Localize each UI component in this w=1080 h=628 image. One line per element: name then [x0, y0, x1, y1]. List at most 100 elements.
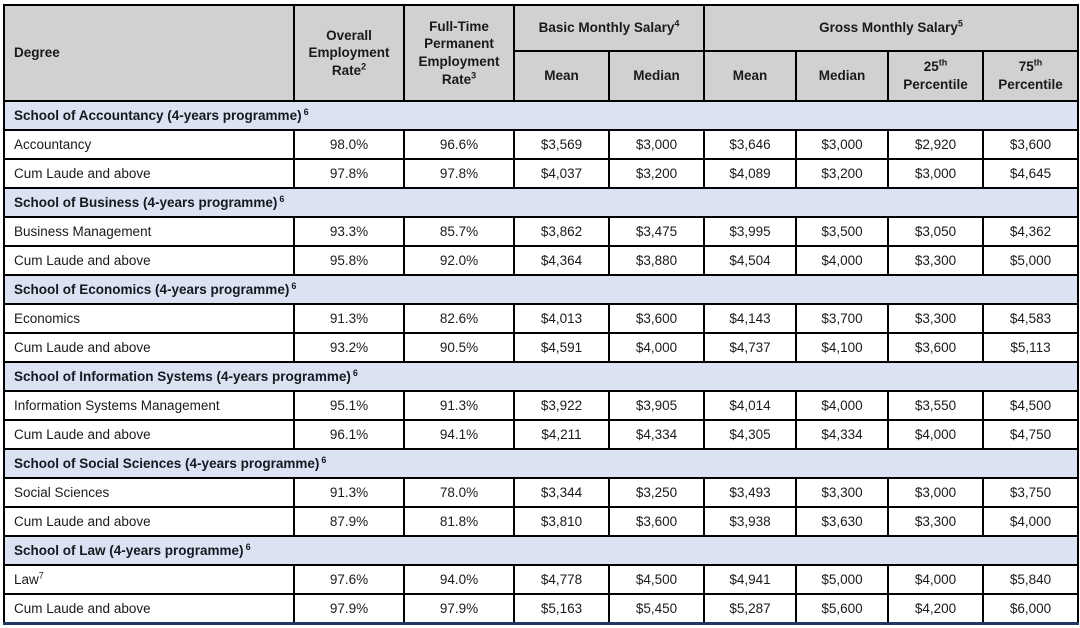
section-footnote-marker: 6 [279, 193, 285, 204]
table-row: Cum Laude and above 96.1% 94.1% $4,211 $… [3, 419, 1080, 450]
basic-mean-cell: $3,862 [513, 216, 610, 247]
degree-label: Business Management [14, 224, 152, 239]
gross-mean-cell: $4,014 [703, 390, 798, 421]
degree-cell: Cum Laude and above [3, 593, 295, 625]
degree-cell: Cum Laude and above [3, 332, 295, 363]
overall-employment-rate-cell: 87.9% [293, 506, 405, 537]
gross-75th-percentile-cell: $4,750 [982, 419, 1080, 450]
p75-ordinal-suffix: th [1033, 57, 1043, 68]
basic-mean-cell: $3,569 [513, 129, 610, 160]
header-group-row: Degree Overall Employment Rate2 Full-Tim… [3, 4, 1080, 102]
degree-label: Social Sciences [14, 485, 110, 500]
gross-75th-percentile-cell: $6,000 [982, 593, 1080, 625]
gross-mean-cell: $4,143 [703, 303, 798, 334]
table-row: Information Systems Management 95.1% 91.… [3, 390, 1080, 421]
employment-salary-table: Degree Overall Employment Rate2 Full-Tim… [2, 4, 1080, 625]
overall-employment-rate-cell: 97.6% [293, 564, 405, 595]
basic-mean-cell: $3,810 [513, 506, 610, 537]
section-footnote-marker: 6 [352, 367, 358, 378]
gross-25th-percentile-cell: $3,300 [887, 245, 985, 276]
basic-median-cell: $3,600 [607, 303, 706, 334]
gross-25th-percentile-cell: $4,000 [887, 419, 985, 450]
basic-mean-cell: $3,922 [513, 390, 610, 421]
header-sub-row: Mean Median Mean Median 25th Percentile 7… [4, 50, 1080, 102]
degree-footnote-marker: 7 [38, 570, 44, 581]
table-row: Cum Laude and above 95.8% 92.0% $4,364 $… [3, 245, 1080, 276]
basic-salary-group-label: Basic Monthly Salary [538, 20, 675, 36]
gross-25th-percentile-cell: $3,550 [887, 390, 985, 421]
column-header-degree: Degree [3, 4, 295, 102]
gross-median-cell: $4,000 [795, 245, 890, 276]
p75-number: 75 [1018, 59, 1034, 75]
section-header-row: School of Information Systems (4-years p… [2, 361, 1080, 392]
gross-median-cell: $3,700 [795, 303, 890, 334]
degree-label: Information Systems Management [14, 398, 220, 413]
gross-25th-percentile-cell: $3,000 [887, 477, 985, 508]
degree-label: Cum Laude and above [14, 427, 151, 442]
gross-mean-cell: $4,941 [703, 564, 798, 595]
degree-cell: Economics [3, 303, 295, 334]
column-header-gross-mean: Mean [703, 50, 798, 102]
fulltime-permanent-rate-cell: 92.0% [403, 245, 515, 276]
section-title: School of Business (4-years programme) [14, 195, 278, 210]
p75-percentile-word: Percentile [998, 77, 1063, 92]
basic-mean-cell: $4,364 [513, 245, 610, 276]
basic-median-cell: $4,000 [607, 332, 706, 363]
degree-cell: Cum Laude and above [3, 419, 295, 450]
gross-mean-cell: $4,737 [703, 332, 798, 363]
basic-median-cell: $3,475 [607, 216, 706, 247]
section-title: School of Law (4-years programme) [14, 543, 244, 558]
table-row: Cum Laude and above 87.9% 81.8% $3,810 $… [3, 506, 1080, 537]
fulltime-permanent-rate-cell: 97.8% [403, 158, 515, 189]
gross-75th-percentile-cell: $5,113 [982, 332, 1080, 363]
column-header-overall-employment-rate: Overall Employment Rate2 [293, 4, 405, 102]
gross-75th-percentile-cell: $4,000 [982, 506, 1080, 537]
gross-mean-cell: $4,089 [703, 158, 798, 189]
gross-25th-percentile-cell: $3,300 [887, 506, 985, 537]
basic-median-cell: $3,250 [607, 477, 706, 508]
gross-median-cell: $3,500 [795, 216, 890, 247]
degree-cell: Cum Laude and above [3, 158, 295, 189]
gross-median-cell: $3,000 [795, 129, 890, 160]
basic-mean-cell: $4,013 [513, 303, 610, 334]
basic-mean-cell: $4,591 [513, 332, 610, 363]
gross-median-cell: $4,000 [795, 390, 890, 421]
table-row: Business Management 93.3% 85.7% $3,862 $… [3, 216, 1080, 247]
gross-75th-percentile-cell: $4,362 [982, 216, 1080, 247]
fulltime-permanent-rate-cell: 97.9% [403, 593, 515, 625]
degree-label: Accountancy [14, 137, 92, 152]
overall-employment-rate-cell: 95.1% [293, 390, 405, 421]
gross-25th-percentile-cell: $3,300 [887, 303, 985, 334]
gross-75th-percentile-cell: $5,840 [982, 564, 1080, 595]
table-body: School of Accountancy (4-years programme… [2, 100, 1080, 625]
section-header-cell: School of Economics (4-years programme) 6 [2, 274, 1080, 305]
overall-employment-rate-cell: 97.9% [293, 593, 405, 625]
ft-rate-label: Full-Time Permanent Employment Rate [418, 18, 500, 87]
section-title: School of Accountancy (4-years programme… [14, 108, 302, 123]
p25-ordinal-suffix: th [938, 57, 948, 68]
section-title: School of Economics (4-years programme) [14, 282, 290, 297]
degree-cell: Social Sciences [3, 477, 295, 508]
gross-75th-percentile-cell: $3,750 [982, 477, 1080, 508]
footnote-marker-3: 3 [471, 70, 477, 81]
gross-median-cell: $4,334 [795, 419, 890, 450]
footnote-marker-4: 4 [674, 18, 680, 29]
gross-25th-percentile-cell: $3,600 [887, 332, 985, 363]
section-header-row: School of Social Sciences (4-years progr… [2, 448, 1080, 479]
overall-employment-rate-cell: 96.1% [293, 419, 405, 450]
fulltime-permanent-rate-cell: 90.5% [403, 332, 515, 363]
gross-mean-cell: $5,287 [703, 593, 798, 625]
column-group-gross-monthly-salary: Gross Monthly Salary5 [703, 4, 1080, 52]
gross-mean-cell: $3,938 [703, 506, 798, 537]
fulltime-permanent-rate-cell: 96.6% [403, 129, 515, 160]
gross-75th-percentile-cell: $4,500 [982, 390, 1080, 421]
gross-mean-cell: $4,305 [703, 419, 798, 450]
degree-cell: Business Management [3, 216, 295, 247]
column-header-gross-median: Median [795, 50, 890, 102]
gross-75th-percentile-cell: $3,600 [982, 129, 1080, 160]
degree-label: Cum Laude and above [14, 601, 151, 616]
gross-mean-cell: $3,493 [703, 477, 798, 508]
p25-percentile-word: Percentile [903, 77, 968, 92]
degree-label: Cum Laude and above [14, 166, 151, 181]
